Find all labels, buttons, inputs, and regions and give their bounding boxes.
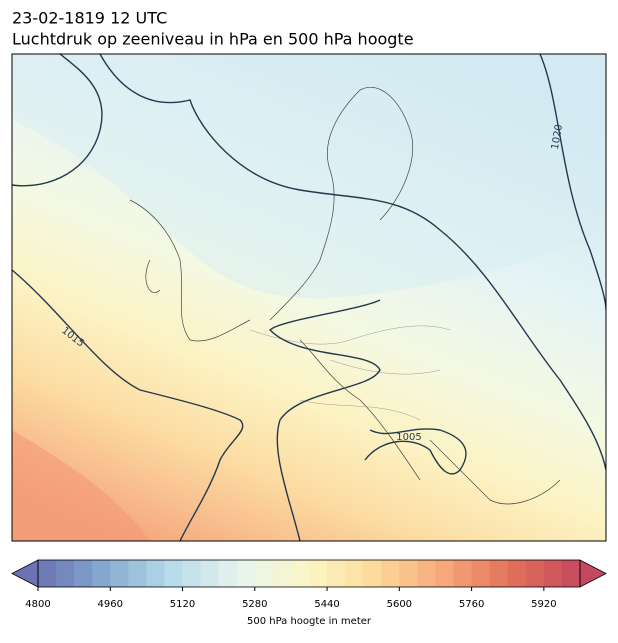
colorbar-band xyxy=(435,560,455,587)
low-height-area xyxy=(12,54,606,299)
contour-label: 1005 xyxy=(396,432,421,443)
colorbar-label: 500 hPa hoogte in meter xyxy=(247,616,372,627)
colorbar-band xyxy=(381,560,400,587)
colorbar-band xyxy=(309,560,328,587)
colorbar-tick-label: 5280 xyxy=(242,599,267,610)
title: 23-02-1819 12 UTC xyxy=(12,9,167,28)
colorbar-tick-label: 5920 xyxy=(531,599,556,610)
colorbar-tick-label: 4800 xyxy=(25,599,50,610)
map-frame xyxy=(11,53,607,542)
colorbar-extend-high xyxy=(579,559,607,588)
colorbar-tick-label: 5600 xyxy=(387,599,412,610)
colorbar-band xyxy=(200,560,220,587)
colorbar-band xyxy=(56,560,75,587)
colorbar-band xyxy=(345,560,364,587)
colorbar-band xyxy=(399,560,418,587)
colorbar-band xyxy=(74,560,93,587)
colorbar-band xyxy=(254,560,274,587)
isobar xyxy=(99,54,606,471)
colorbar-band xyxy=(507,560,527,587)
colorbar-band xyxy=(182,560,202,587)
colorbar-band xyxy=(236,560,256,587)
colorbar-tick-label: 5760 xyxy=(459,599,484,610)
colorbar-band xyxy=(453,560,473,587)
colorbar-band xyxy=(218,560,238,587)
colorbar-band xyxy=(525,560,545,587)
colorbar-band xyxy=(489,560,509,587)
colorbar-band xyxy=(110,560,129,587)
coastline xyxy=(129,87,561,505)
contour-label: 1020 xyxy=(550,124,565,151)
colorbar-band xyxy=(146,560,165,587)
colorbar-band xyxy=(38,560,57,587)
isobar xyxy=(539,54,606,311)
colorbar-tick-label: 4960 xyxy=(98,599,123,610)
high-height-area xyxy=(12,430,150,541)
borders xyxy=(249,325,451,421)
map xyxy=(12,54,606,541)
colorbar-tick-label: 5120 xyxy=(170,599,195,610)
isobar xyxy=(12,54,103,187)
colorbar-band xyxy=(92,560,111,587)
colorbar-band xyxy=(128,560,147,587)
colorbar-band xyxy=(417,560,436,587)
colorbar-band xyxy=(561,560,581,587)
colorbar: 4800 4960 5120 5280 5440 5600 5760 5920 xyxy=(11,559,607,610)
colorbar-band xyxy=(290,560,310,587)
isobar xyxy=(364,428,467,475)
colorbar-band xyxy=(327,560,346,587)
colorbar-band xyxy=(471,560,491,587)
colorbar-band xyxy=(363,560,382,587)
colorbar-band xyxy=(543,560,563,587)
subtitle: Luchtdruk op zeeniveau in hPa en 500 hPa… xyxy=(12,30,414,49)
colorbar-tick-label: 5440 xyxy=(314,599,339,610)
colorbar-frame xyxy=(37,559,581,588)
colorbar-band xyxy=(164,560,184,587)
isobar xyxy=(269,299,381,541)
colorbar-band xyxy=(272,560,292,587)
colorbar-extend-low xyxy=(11,559,39,588)
isobar xyxy=(12,269,244,541)
